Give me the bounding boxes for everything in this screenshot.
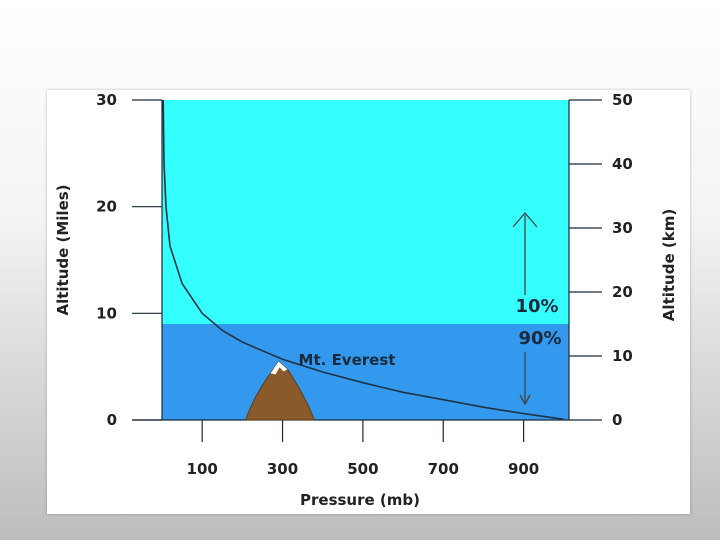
down-arrowhead <box>519 394 531 406</box>
left-tick-label: 0 <box>107 411 117 429</box>
left-tick-label: 20 <box>96 198 117 216</box>
mountain-label: Mt. Everest <box>299 351 396 369</box>
left-tick-label: 10 <box>96 304 117 322</box>
right-tick-label: 30 <box>612 219 633 237</box>
lower-percent-label: 90% <box>518 328 561 349</box>
x-tick-label: 700 <box>428 460 459 478</box>
x-tick-label: 300 <box>267 460 298 478</box>
left-axis-title: Altitude (Miles) <box>54 184 72 315</box>
x-axis-title: Pressure (mb) <box>300 491 420 509</box>
left-tick-label: 30 <box>96 91 117 109</box>
right-tick-label: 40 <box>612 155 633 173</box>
mountain-shape <box>244 360 316 421</box>
x-axis-ticks: 100 300 500 700 900 <box>187 420 539 478</box>
percent-arrows <box>512 212 538 406</box>
x-tick-label: 500 <box>347 460 378 478</box>
x-tick-label: 100 <box>187 460 218 478</box>
right-tick-label: 10 <box>612 347 633 365</box>
upper-atmosphere-region <box>162 100 569 324</box>
mountain-snowcap <box>270 361 288 375</box>
right-tick-label: 0 <box>612 411 622 429</box>
pressure-altitude-line <box>162 99 564 421</box>
right-axis-ticks: 0 10 20 30 40 50 <box>569 91 633 429</box>
right-tick-label: 50 <box>612 91 633 109</box>
left-axis-ticks: 0 10 20 30 <box>96 91 162 429</box>
lower-atmosphere-region <box>162 324 569 420</box>
chart-figure: 0 10 20 30 0 10 20 30 40 50 100 300 500 700 900 10% … <box>47 90 690 514</box>
right-axis-title: Altitude (km) <box>660 209 678 321</box>
right-tick-label: 20 <box>612 283 633 301</box>
up-arrowhead <box>512 212 538 228</box>
upper-percent-label: 10% <box>515 296 558 317</box>
x-tick-label: 900 <box>508 460 539 478</box>
